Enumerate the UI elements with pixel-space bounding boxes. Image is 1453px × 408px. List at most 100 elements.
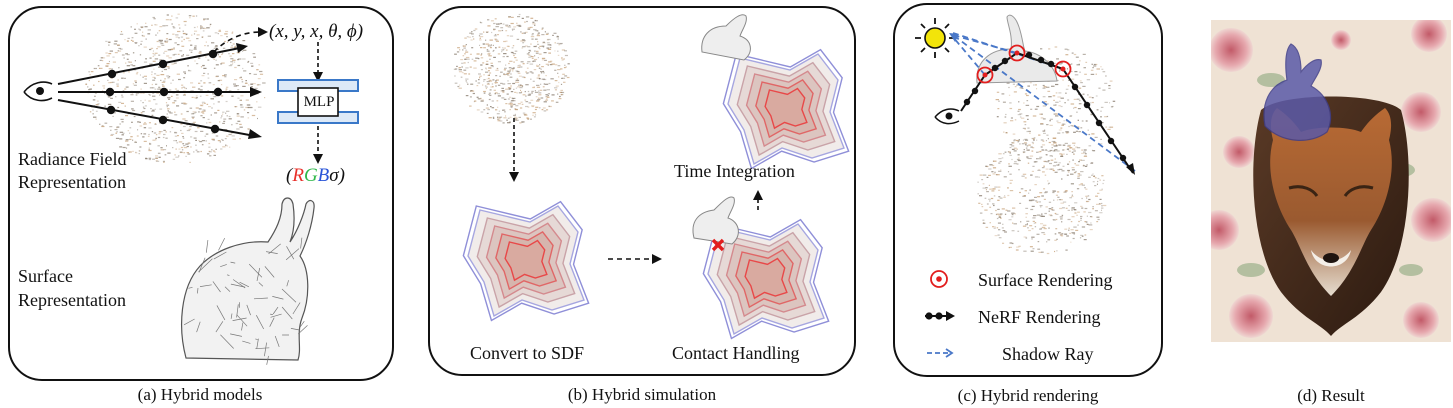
mesh-edge xyxy=(300,237,303,249)
mesh-edge xyxy=(230,261,236,264)
caption-d: (d) Result xyxy=(1297,386,1365,405)
mesh-edge xyxy=(281,306,293,320)
mesh-edge xyxy=(285,248,300,261)
mesh-edge xyxy=(270,313,273,315)
surface-label-line1: Surface xyxy=(18,266,73,286)
nerf-sample-point xyxy=(971,87,979,95)
nerf-sample-point xyxy=(1071,83,1079,91)
legend-shadow-symbol xyxy=(927,348,954,358)
mesh-edge xyxy=(286,246,295,260)
mesh-edge xyxy=(242,340,251,344)
mesh-edge xyxy=(255,338,258,340)
mesh-edge xyxy=(197,288,199,294)
sdf-contour xyxy=(504,239,548,282)
fox-face-details xyxy=(1288,185,1374,267)
contact-point-icon xyxy=(711,238,725,252)
output-close-paren: ) xyxy=(338,165,345,186)
mesh-edge xyxy=(269,317,275,327)
surface-hit-markers xyxy=(976,44,1072,84)
radiance-field-label-line1: Radiance Field xyxy=(18,149,127,169)
mesh-edge xyxy=(212,281,221,293)
convert-sdf-label: Convert to SDF xyxy=(470,343,585,363)
caption-a: (a) Hybrid models xyxy=(137,385,263,404)
mesh-edge xyxy=(258,282,264,287)
mesh-edge xyxy=(230,333,242,337)
shadow-rays xyxy=(952,32,1136,172)
hybrid-simulation-figure xyxy=(453,13,850,340)
mesh-edge xyxy=(236,314,248,327)
nerf-sample-point xyxy=(1037,56,1045,64)
mesh-edge xyxy=(270,313,282,318)
legend-surface-label: Surface Rendering xyxy=(978,270,1113,290)
mesh-edge xyxy=(241,322,244,331)
mesh-edge xyxy=(272,306,279,315)
mesh-edge xyxy=(196,321,201,333)
surface-hit-dot-3 xyxy=(1060,66,1066,72)
surface-label-line2: Representation xyxy=(18,290,126,310)
mesh-edge xyxy=(218,237,226,251)
mesh-edge xyxy=(268,243,281,255)
legend-shadow-label: Shadow Ray xyxy=(1002,344,1094,364)
caption-b: (b) Hybrid simulation xyxy=(567,385,717,404)
dashed-arrowhead-mlp xyxy=(313,72,323,82)
panel-hybrid-simulation: Time Integration Convert to SDF Contact … xyxy=(428,6,856,376)
mesh-edge xyxy=(256,338,259,350)
legend-nerf-label: NeRF Rendering xyxy=(978,307,1101,327)
radiance-field-label-line2: Representation xyxy=(18,172,126,192)
mesh-edge xyxy=(198,257,206,273)
mesh-edge xyxy=(232,317,247,321)
surface-hit-dot-1 xyxy=(982,72,988,78)
result-photo-art xyxy=(1211,20,1451,342)
mesh-edge xyxy=(299,320,305,328)
mesh-edge xyxy=(188,286,193,289)
mesh-edge xyxy=(264,266,275,278)
shadow-arrowhead xyxy=(949,33,959,42)
mesh-edge xyxy=(198,258,213,273)
bunny-contact xyxy=(692,196,739,245)
ray-lines xyxy=(57,47,256,137)
rgb-sigma-output: (RGBσ) xyxy=(286,164,345,187)
mesh-edge xyxy=(224,286,231,292)
nerf-arrowhead xyxy=(1126,163,1135,175)
hybrid-models-figure xyxy=(23,13,359,365)
mesh-edge xyxy=(292,302,301,315)
nerf-sample-point xyxy=(963,98,971,106)
dashed-arrowhead-params xyxy=(258,27,268,37)
point-cloud-rendering xyxy=(977,46,1116,255)
eye-icon xyxy=(934,108,960,125)
nerf-sample-point xyxy=(1001,57,1009,65)
ray-params-label: (x, y, x, θ, ϕ) xyxy=(269,21,364,42)
sdf-contour xyxy=(702,218,830,340)
sdf-contour xyxy=(722,48,850,170)
mlp-label: MLP xyxy=(303,94,335,110)
dashed-arrowhead-integrate xyxy=(753,190,763,200)
nerf-sample-point xyxy=(1083,101,1091,109)
output-sigma: σ xyxy=(329,165,339,186)
bunny-integrated xyxy=(701,14,751,61)
mesh-edge xyxy=(232,279,246,289)
contact-handling-label: Contact Handling xyxy=(672,343,800,363)
mesh-edge xyxy=(253,297,268,300)
mesh-edge xyxy=(266,355,269,365)
virtual-bunny xyxy=(1263,43,1332,141)
surface-hit-dot-2 xyxy=(1014,50,1020,56)
nerf-sample-point xyxy=(1119,154,1127,162)
mesh-edge xyxy=(256,267,261,281)
mesh-edge xyxy=(272,296,284,300)
mesh-edge xyxy=(248,263,263,278)
mesh-edge xyxy=(226,274,230,276)
ray-sample-points xyxy=(105,49,223,134)
mesh-edge xyxy=(255,315,265,330)
mesh-edge xyxy=(274,335,280,348)
sdf-contour xyxy=(462,200,590,322)
sun-icon xyxy=(915,18,955,58)
output-open-paren: ( xyxy=(286,165,293,186)
mesh-edge xyxy=(205,240,209,253)
legend-surface-symbol xyxy=(930,270,948,288)
mesh-edge xyxy=(264,342,267,357)
nerf-sample-point xyxy=(991,64,999,72)
dashed-arrowhead-output xyxy=(313,154,323,164)
mlp-block xyxy=(277,79,359,124)
time-integration-label: Time Integration xyxy=(674,161,795,181)
mesh-edge xyxy=(297,325,308,335)
